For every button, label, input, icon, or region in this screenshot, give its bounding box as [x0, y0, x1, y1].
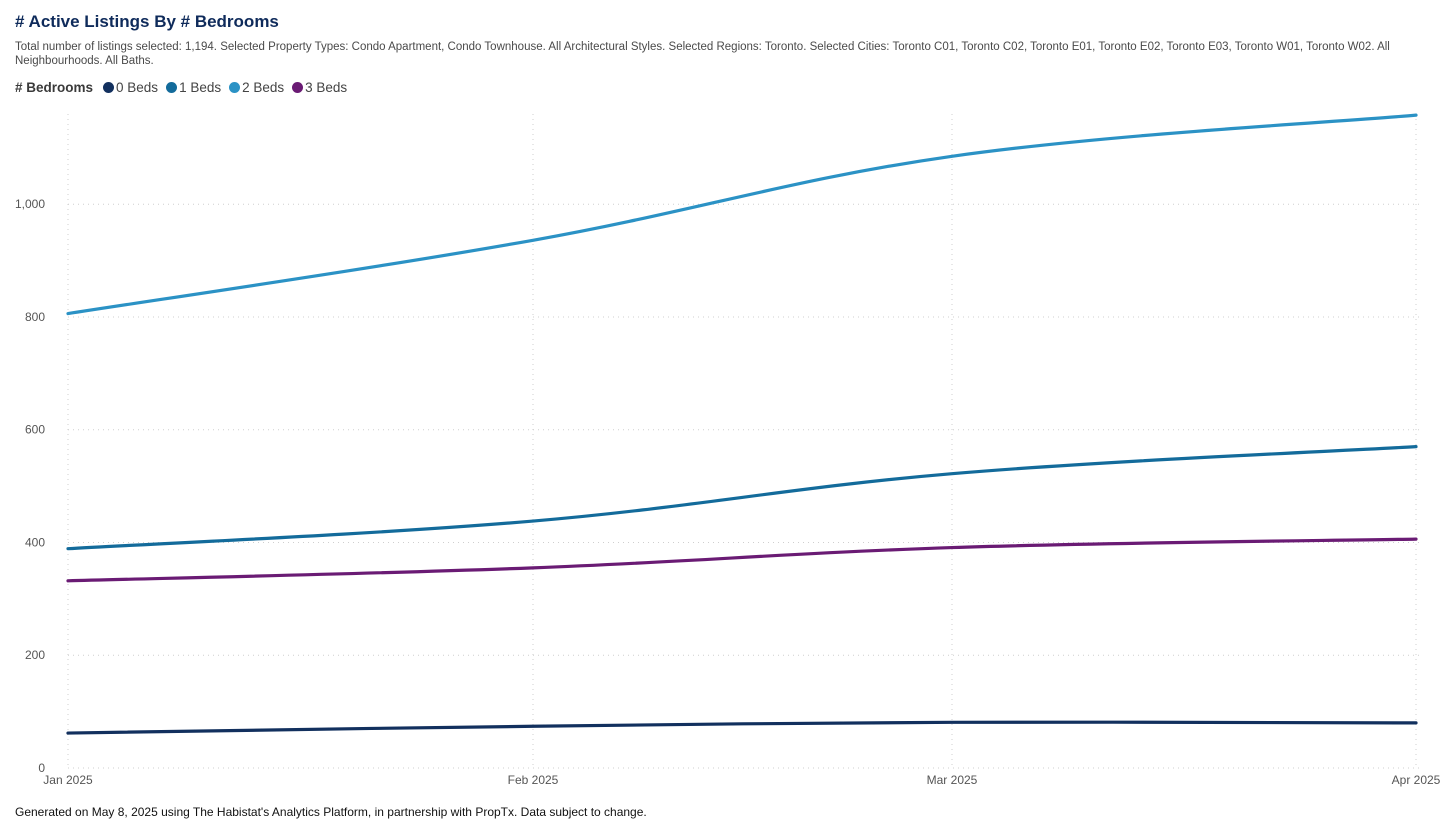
legend-item-3-beds[interactable]: 3 Beds	[292, 80, 347, 95]
series-line-1-beds	[66, 445, 1418, 551]
y-tick-label: 600	[25, 423, 45, 437]
x-tick-label: Jan 2025	[43, 773, 93, 787]
footer-note: Generated on May 8, 2025 using The Habis…	[15, 805, 647, 819]
y-tick-label: 800	[25, 310, 45, 324]
legend: # Bedrooms 0 Beds 1 Beds 2 Beds 3 Beds	[15, 80, 355, 95]
legend-swatch-3-beds	[292, 82, 304, 93]
legend-swatch-0-beds	[103, 82, 115, 93]
y-tick-label: 200	[25, 648, 45, 662]
chart-title: # Active Listings By # Bedrooms	[15, 12, 279, 31]
legend-swatch-1-beds	[166, 82, 178, 93]
legend-item-1-beds[interactable]: 1 Beds	[166, 80, 221, 95]
legend-label-3-beds: 3 Beds	[305, 80, 348, 95]
x-tick-label: Mar 2025	[927, 773, 978, 787]
line-chart: 0 200 400 600 800 1,000 Jan 2025 Feb 2025 Mar 20…	[15, 113, 1441, 787]
y-tick-label: 400	[25, 535, 45, 549]
legend-item-2-beds[interactable]: 2 Beds	[229, 80, 284, 95]
series-line-2-beds	[66, 113, 1418, 316]
legend-swatch-2-beds	[229, 82, 241, 93]
legend-label-2-beds: 2 Beds	[242, 80, 285, 95]
legend-title: # Bedrooms	[15, 80, 94, 95]
legend-item-0-beds[interactable]: 0 Beds	[103, 80, 158, 95]
series-line-0-beds	[66, 720, 1418, 735]
legend-label-0-beds: 0 Beds	[116, 80, 159, 95]
legend-label-1-beds: 1 Beds	[179, 80, 222, 95]
y-tick-label: 1,000	[15, 197, 45, 211]
chart-subtitle: Total number of listings selected: 1,194…	[15, 41, 1390, 67]
x-tick-label: Feb 2025	[508, 773, 559, 787]
series-line-3-beds	[66, 537, 1418, 583]
y-tick-label: 0	[38, 761, 45, 775]
x-tick-label: Apr 2025	[1392, 773, 1441, 787]
